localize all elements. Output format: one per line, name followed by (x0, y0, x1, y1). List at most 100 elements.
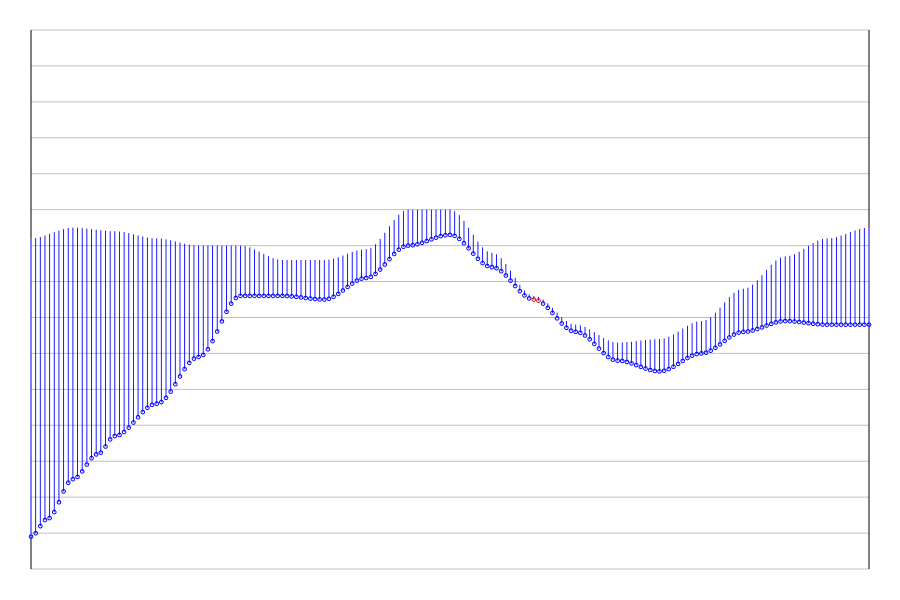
data-marker (768, 321, 774, 327)
data-marker (592, 341, 597, 347)
data-marker (741, 329, 746, 335)
data-marker (224, 309, 229, 315)
data-marker (452, 233, 457, 239)
data-marker (657, 369, 662, 374)
data-marker (266, 293, 271, 299)
data-marker (149, 402, 155, 408)
data-marker (219, 319, 225, 324)
data-marker (326, 296, 332, 302)
data-marker (28, 534, 34, 539)
data-marker (322, 297, 327, 302)
data-marker (33, 530, 38, 536)
data-marker (303, 295, 308, 301)
data-marker (647, 367, 653, 373)
data-marker (810, 321, 816, 327)
data-marker (731, 332, 737, 337)
data-marker (238, 293, 243, 299)
data-marker (317, 297, 322, 302)
data-marker (308, 296, 313, 301)
data-marker (489, 264, 495, 270)
data-marker (820, 322, 825, 327)
data-marker (391, 251, 397, 257)
data-marker (401, 244, 406, 250)
data-marker (815, 321, 821, 327)
data-marker (359, 276, 364, 281)
data-marker (345, 284, 350, 290)
data-marker (582, 333, 588, 338)
data-marker (145, 405, 150, 411)
data-marker (629, 361, 634, 366)
data-marker (517, 288, 523, 294)
data-marker (200, 352, 206, 358)
data-marker (140, 409, 146, 415)
data-marker (373, 271, 378, 277)
data-marker (759, 325, 765, 330)
data-marker (252, 293, 257, 299)
data-marker (866, 322, 872, 327)
data-marker (42, 517, 48, 523)
data-marker (736, 330, 741, 335)
data-marker (443, 232, 448, 238)
data-marker (484, 263, 490, 269)
data-marker (498, 268, 504, 274)
data-marker (256, 293, 262, 299)
data-marker (782, 318, 788, 324)
data-marker (56, 499, 62, 505)
data-marker (126, 425, 132, 430)
data-marker (154, 401, 159, 407)
data-marker (508, 278, 513, 283)
data-marker (415, 241, 420, 247)
data-marker (512, 283, 518, 289)
data-marker (852, 322, 858, 327)
data-marker (615, 358, 620, 363)
data-marker (824, 322, 830, 327)
data-marker (503, 273, 509, 278)
data-marker (754, 326, 760, 332)
data-marker (773, 320, 779, 325)
data-marker (727, 335, 732, 340)
data-marker (210, 338, 215, 344)
data-marker (186, 360, 192, 366)
data-marker (270, 293, 276, 299)
data-marker (438, 233, 443, 239)
data-marker (522, 293, 527, 298)
data-marker (764, 323, 769, 328)
data-marker (196, 354, 201, 360)
data-marker (233, 295, 239, 301)
data-marker (573, 329, 579, 335)
data-marker (638, 364, 644, 370)
highlight-marker (531, 297, 537, 302)
data-marker (675, 361, 681, 367)
data-marker (284, 293, 290, 299)
data-marker (745, 329, 751, 334)
data-marker (159, 399, 164, 405)
data-marker (605, 354, 611, 360)
data-marker (796, 319, 802, 325)
data-marker (750, 328, 755, 333)
data-marker (382, 262, 388, 267)
data-marker (89, 455, 94, 461)
data-marker (857, 322, 862, 327)
data-marker (862, 322, 867, 327)
data-marker (633, 362, 639, 368)
data-marker (461, 240, 467, 246)
data-marker (135, 414, 141, 420)
data-marker (829, 322, 835, 327)
data-marker (117, 432, 122, 438)
data-marker (405, 243, 411, 248)
data-marker (480, 260, 485, 266)
data-marker (275, 293, 281, 299)
data-marker (47, 515, 52, 521)
data-marker (601, 350, 606, 356)
data-marker (717, 342, 723, 347)
data-marker (568, 328, 574, 334)
data-marker (671, 364, 676, 370)
data-marker (112, 433, 118, 439)
data-marker (173, 381, 178, 387)
data-marker (121, 429, 127, 435)
data-marker (578, 330, 583, 336)
data-marker (214, 329, 220, 334)
data-marker (289, 294, 295, 299)
highlight-marker (536, 298, 541, 303)
